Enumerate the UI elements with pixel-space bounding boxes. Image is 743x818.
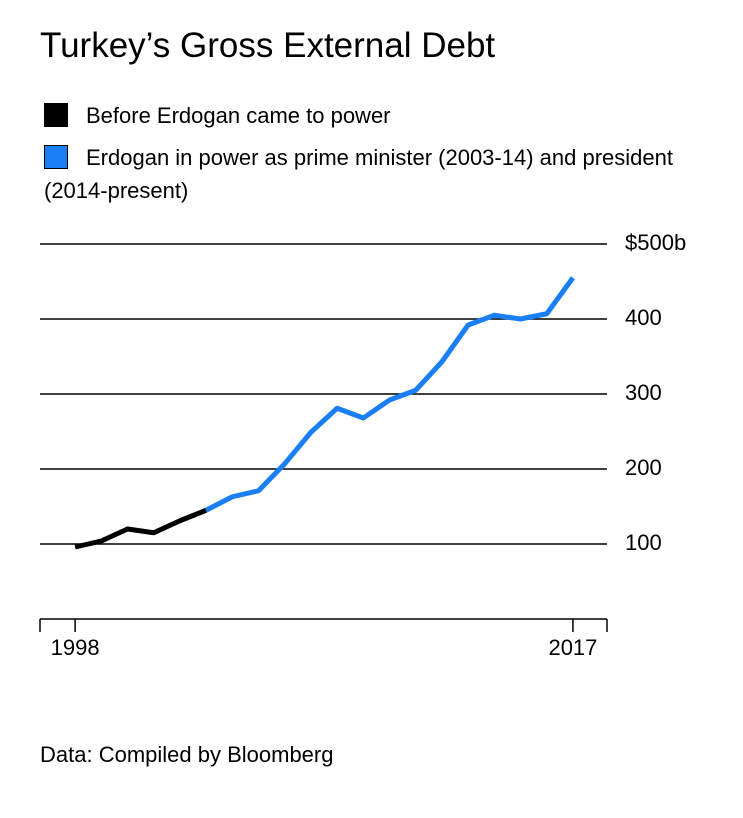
legend-label: Erdogan in power as prime minister (2003… [44, 145, 673, 203]
legend-entry: Before Erdogan came to power [44, 99, 684, 132]
legend-label: Before Erdogan came to power [86, 103, 391, 128]
x-tick-label: 2017 [548, 635, 597, 660]
data-line [74, 507, 208, 550]
legend-entry: Erdogan in power as prime minister (2003… [44, 141, 684, 207]
y-tick-label: 400 [625, 305, 662, 330]
chart-title: Turkey’s Gross External Debt [40, 26, 496, 65]
y-tick-label: 300 [625, 380, 662, 405]
data-line [204, 276, 575, 513]
legend-swatch [44, 145, 68, 169]
y-tick-label: 100 [625, 530, 662, 555]
source-note: Data: Compiled by Bloomberg [40, 742, 334, 767]
legend-swatch [44, 103, 68, 127]
chart: 100 200 300 400 $500b 1998 2017 [39, 230, 686, 660]
y-tick-label: $500b [625, 230, 686, 255]
x-tick-label: 1998 [51, 635, 100, 660]
y-tick-label: 200 [625, 455, 662, 480]
